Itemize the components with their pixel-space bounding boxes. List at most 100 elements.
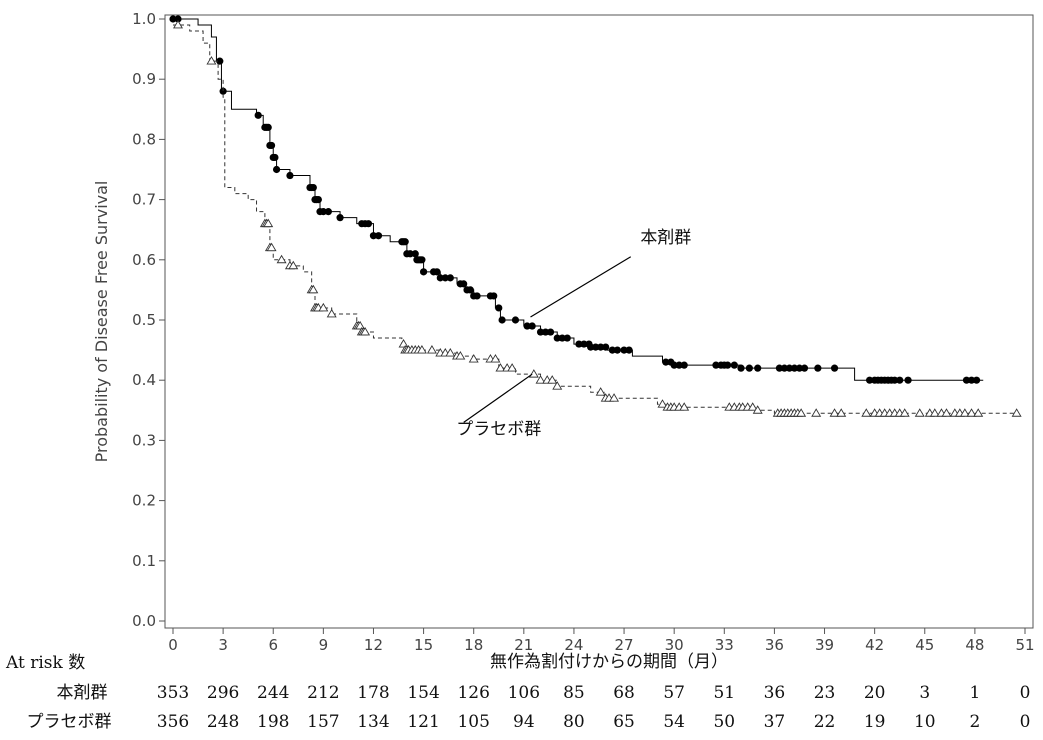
censor-marker-circle (374, 232, 383, 240)
at-risk-count: 10 (914, 712, 936, 732)
censor-marker-circle (264, 123, 272, 131)
censor-marker-circle (319, 208, 327, 216)
censor-marker-circle (541, 328, 550, 336)
censor-marker-circle (523, 322, 531, 330)
x-tick-label: 6 (268, 636, 278, 654)
x-tick-label: 21 (514, 636, 533, 654)
at-risk-count: 106 (508, 683, 540, 703)
at-risk-count: 244 (257, 683, 289, 703)
censor-marker-triangle (455, 351, 466, 360)
censor-marker-circle (553, 334, 561, 342)
censor-marker-circle (254, 111, 262, 119)
at-risk-count: 68 (613, 683, 635, 703)
at-risk-count: 157 (307, 712, 339, 732)
censor-marker-circle (972, 376, 981, 384)
censor-marker-triangle (899, 408, 910, 417)
censor-marker-circle (712, 361, 720, 369)
censor-marker-circle (446, 274, 454, 282)
placebo-group-curve (173, 24, 1017, 414)
censor-marker-circle (473, 292, 481, 300)
censor-marker-triangle (973, 408, 984, 417)
placebo-group-label: プラセボ群 (456, 419, 541, 439)
censor-marker-triangle (360, 326, 371, 336)
at-risk-count: 126 (457, 683, 489, 703)
censor-marker-circle (580, 340, 588, 348)
censor-marker-triangle (552, 381, 563, 390)
censor-marker-triangle (276, 254, 287, 264)
at-risk-count: 50 (713, 712, 735, 732)
x-tick-label: 42 (865, 636, 884, 654)
censor-marker-circle (670, 361, 678, 369)
censor-marker-triangle (318, 302, 329, 312)
censor-marker-circle (309, 183, 317, 192)
censor-marker-triangle (657, 399, 668, 408)
at-risk-count: 212 (307, 683, 339, 703)
censor-marker-circle (441, 274, 449, 282)
censor-marker-circle (364, 220, 373, 228)
x-tick-label: 33 (715, 636, 734, 654)
censor-marker-circle (592, 343, 600, 351)
censor-marker-circle (272, 165, 281, 174)
censor-marker-circle (967, 376, 976, 384)
at-risk-count: 0 (1020, 683, 1031, 703)
censor-marker-circle (775, 364, 784, 372)
censor-marker-triangle (528, 369, 539, 378)
censor-marker-circle (369, 232, 378, 240)
at-risk-count: 134 (357, 712, 389, 732)
censor-marker-circle (625, 346, 633, 354)
censor-marker-circle (675, 361, 683, 369)
x-axis-title: 無作為割付けからの期間（月） (490, 652, 728, 672)
censor-marker-triangle (426, 345, 437, 354)
censor-marker-circle (528, 322, 536, 330)
censor-marker-circle (575, 340, 583, 348)
censor-marker-triangle (679, 402, 690, 411)
x-tick-label: 30 (665, 636, 684, 654)
censor-marker-circle (401, 238, 409, 246)
at-risk-count: 154 (407, 683, 439, 703)
censor-marker-circle (790, 364, 799, 372)
at-risk-count: 0 (1020, 712, 1031, 732)
censor-marker-circle (433, 268, 441, 276)
censor-marker-triangle (445, 348, 456, 357)
censor-marker-triangle (288, 260, 299, 270)
censor-marker-circle (324, 208, 332, 216)
active-group-label: 本剤群 (640, 228, 691, 248)
at-risk-count: 54 (663, 712, 685, 732)
at-risk-count: 51 (713, 683, 735, 703)
x-tick-label: 24 (564, 636, 583, 654)
at-risk-count: 65 (613, 712, 635, 732)
x-tick-label: 9 (319, 636, 329, 654)
censor-marker-circle (866, 376, 874, 384)
censor-marker-triangle (836, 408, 847, 417)
x-tick-label: 0 (168, 636, 178, 654)
censor-marker-triangle (929, 408, 940, 417)
at-risk-count: 198 (257, 712, 289, 732)
at-risk-count: 248 (207, 712, 239, 732)
censor-marker-triangle (266, 242, 277, 252)
censor-marker-triangle (752, 405, 763, 414)
censor-marker-circle (814, 364, 822, 372)
at-risk-count: 356 (157, 712, 189, 732)
censor-marker-circle (314, 196, 322, 204)
x-tick-label: 45 (915, 636, 934, 654)
at-risk-count: 23 (814, 683, 836, 703)
censor-marker-circle (418, 256, 426, 264)
censor-marker-triangle (206, 56, 217, 65)
censor-marker-circle (620, 346, 628, 354)
censor-marker-circle (419, 268, 428, 276)
censor-marker-triangle (468, 354, 479, 363)
y-tick-label: 0.7 (132, 191, 156, 209)
censor-marker-triangle (609, 393, 620, 402)
x-tick-label: 39 (815, 636, 834, 654)
at-risk-count: 121 (407, 712, 439, 732)
at-risk-count: 353 (157, 683, 189, 703)
censor-marker-circle (558, 334, 566, 342)
censor-marker-circle (174, 15, 182, 23)
at-risk-count: 36 (764, 683, 786, 703)
plot-frame (164, 14, 1034, 629)
censor-marker-circle (466, 286, 474, 294)
at-risk-count: 37 (764, 712, 786, 732)
censor-marker-circle (546, 328, 555, 336)
at-risk-count: 57 (663, 683, 685, 703)
